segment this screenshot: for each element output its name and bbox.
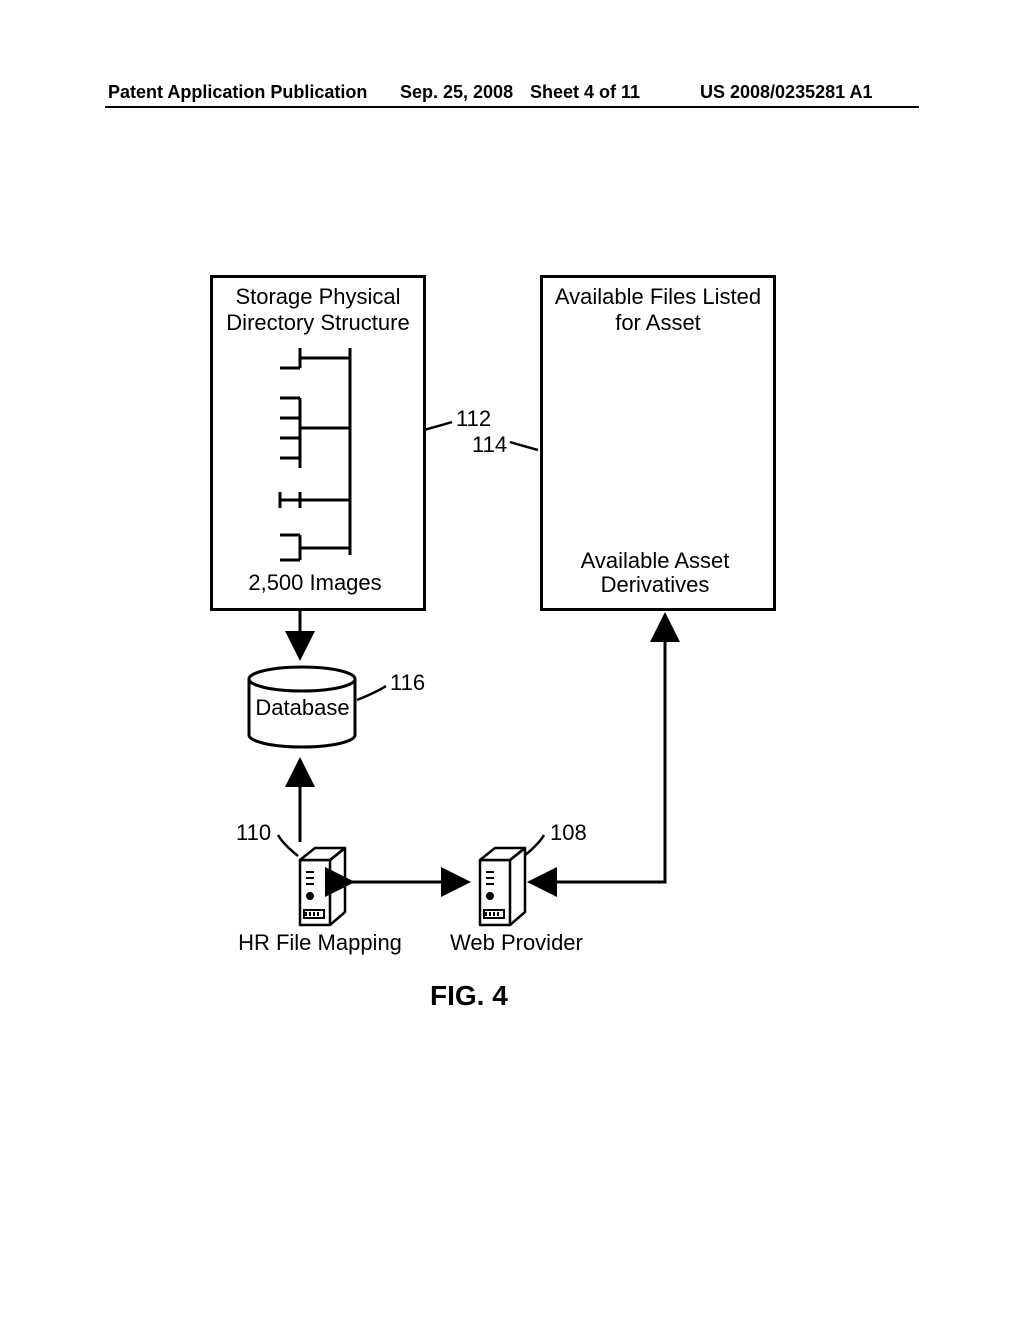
arrows [0,0,1024,1320]
figure-label: FIG. 4 [430,980,508,1012]
page-root: Patent Application Publication Sep. 25, … [0,0,1024,1320]
